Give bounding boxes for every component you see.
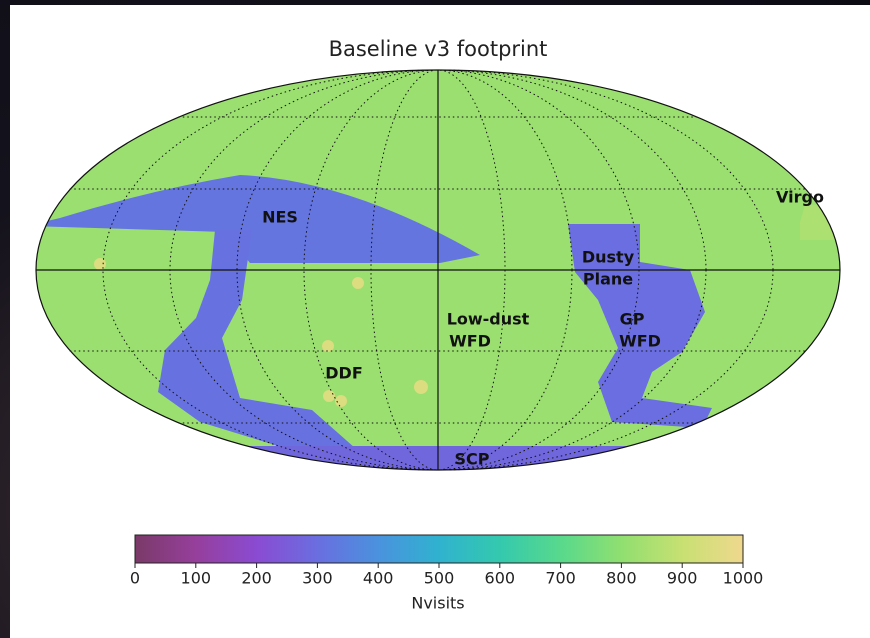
colorbar-tick-label: 100	[181, 569, 212, 588]
colorbar-tick-label: 600	[485, 569, 516, 588]
colorbar-tick-label: 300	[302, 569, 333, 588]
colorbar-tick-label: 400	[363, 569, 394, 588]
region-label: WFD	[619, 332, 661, 351]
colorbar-label: Nvisits	[411, 594, 464, 613]
region-area	[352, 277, 364, 289]
colorbar-tick-label: 800	[606, 569, 637, 588]
colorbar-tick-label: 700	[545, 569, 576, 588]
region-area	[800, 205, 845, 240]
colorbar-tick-label: 0	[130, 569, 140, 588]
region-label: GP	[620, 310, 645, 329]
chart-title: Baseline v3 footprint	[329, 37, 548, 61]
region-area	[335, 395, 347, 407]
region-area	[322, 340, 334, 352]
colorbar: 0 100 200 300 400 500 600 700 800 900 1000	[130, 535, 763, 588]
colorbar-tick-label: 1000	[723, 569, 764, 588]
region-label: DDF	[325, 364, 363, 383]
region-area	[414, 380, 428, 394]
region-area	[323, 390, 335, 402]
colorbar-tick-label: 200	[241, 569, 272, 588]
region-area	[230, 446, 650, 480]
region-label: Virgo	[776, 188, 824, 207]
region-area	[94, 258, 106, 270]
region-label: SCP	[455, 450, 490, 469]
colorbar-tick-label: 900	[667, 569, 698, 588]
chart: Baseline v3 footprint Low-dust WFD NES Dust…	[0, 0, 870, 638]
colorbar-gradient	[135, 535, 743, 563]
region-label: Low-dust	[447, 310, 530, 329]
region-label: NES	[262, 208, 298, 227]
region-label: WFD	[449, 332, 491, 351]
region-label: Dusty	[582, 248, 635, 267]
region-label: Plane	[583, 270, 633, 289]
page: Baseline v3 footprint Low-dust WFD NES Dust…	[0, 0, 870, 638]
colorbar-tick-label: 500	[424, 569, 455, 588]
